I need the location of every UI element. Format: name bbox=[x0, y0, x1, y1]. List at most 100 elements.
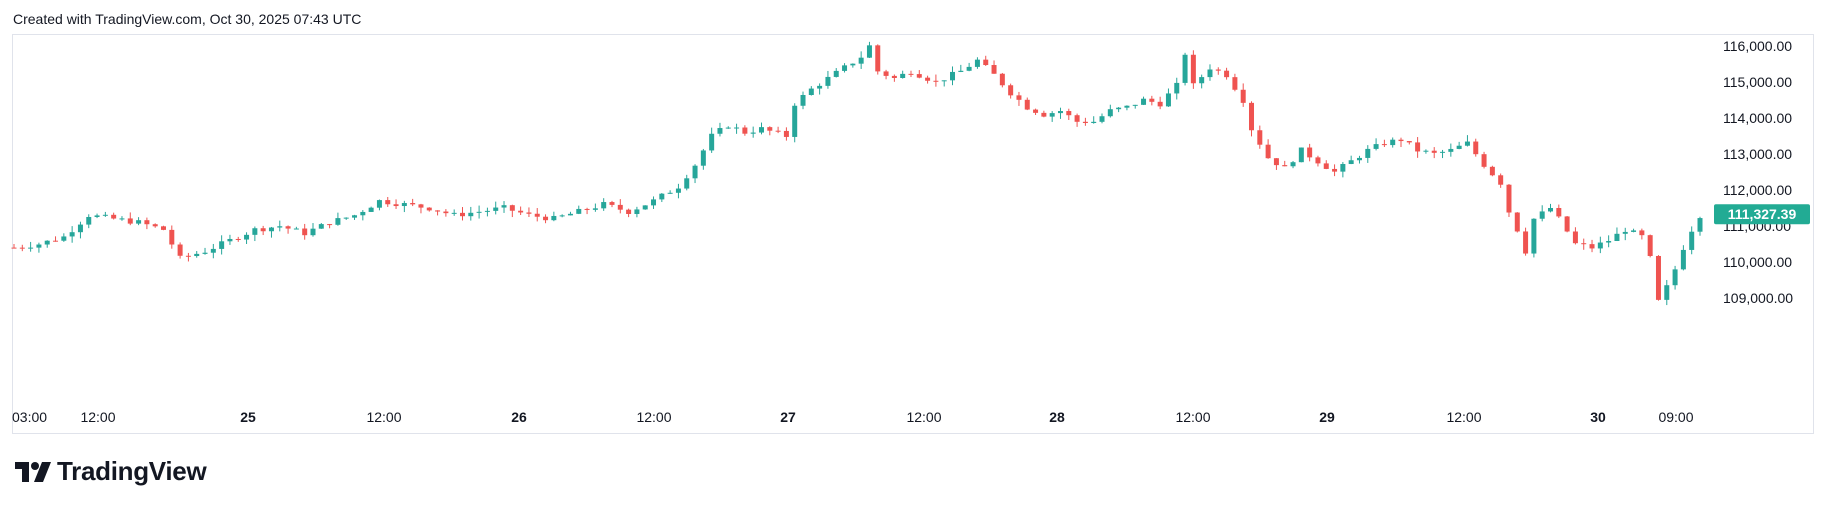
price-tick-label: 114,000.00 bbox=[1723, 110, 1792, 126]
candle bbox=[1672, 265, 1678, 290]
candle bbox=[1622, 227, 1628, 241]
candle bbox=[1290, 160, 1296, 169]
chart-credit-note: Created with TradingView.com, Oct 30, 20… bbox=[13, 11, 362, 27]
candle bbox=[227, 234, 233, 245]
last-price-label: 111,327.39 bbox=[1728, 206, 1797, 222]
candle bbox=[1215, 67, 1221, 75]
candle bbox=[1614, 227, 1620, 242]
candle bbox=[842, 63, 848, 73]
candle bbox=[1074, 113, 1080, 127]
candle bbox=[1523, 227, 1529, 256]
candle bbox=[767, 126, 773, 136]
candle bbox=[1190, 50, 1196, 89]
candle bbox=[950, 66, 956, 86]
candle bbox=[160, 225, 166, 231]
candle bbox=[800, 91, 806, 110]
candle bbox=[783, 127, 789, 141]
candle bbox=[401, 200, 407, 213]
candle bbox=[144, 217, 150, 230]
candle bbox=[1315, 155, 1321, 167]
candle bbox=[152, 223, 158, 228]
candle bbox=[1066, 108, 1072, 121]
time-tick-label: 28 bbox=[1049, 409, 1065, 425]
candle bbox=[1431, 147, 1437, 159]
candle bbox=[692, 164, 698, 184]
candle bbox=[642, 205, 648, 210]
candle bbox=[1340, 162, 1346, 178]
candle bbox=[343, 217, 349, 220]
candle bbox=[44, 240, 50, 248]
candle bbox=[509, 204, 515, 218]
candle bbox=[219, 235, 225, 255]
candle bbox=[518, 206, 524, 216]
candle bbox=[1423, 149, 1429, 154]
candles-layer bbox=[11, 41, 1703, 306]
candle bbox=[817, 83, 823, 95]
candle bbox=[559, 214, 565, 218]
price-tick-label: 113,000.00 bbox=[1723, 146, 1792, 162]
candle bbox=[966, 62, 972, 72]
candle bbox=[709, 127, 715, 153]
candle bbox=[651, 196, 657, 209]
candle bbox=[1473, 138, 1479, 157]
candle bbox=[501, 201, 507, 213]
candle bbox=[194, 251, 200, 258]
candle bbox=[875, 44, 881, 75]
candle bbox=[958, 64, 964, 73]
candle bbox=[1531, 218, 1537, 258]
candle bbox=[1049, 111, 1055, 122]
candle bbox=[202, 247, 208, 255]
candle bbox=[268, 226, 274, 238]
candle bbox=[916, 70, 922, 79]
candle bbox=[1008, 83, 1014, 99]
candle bbox=[866, 41, 872, 59]
candle bbox=[1024, 97, 1030, 111]
time-tick-label: 30 bbox=[1590, 409, 1606, 425]
candle bbox=[1165, 88, 1171, 107]
candle bbox=[1655, 255, 1661, 301]
candle bbox=[742, 125, 748, 136]
candle bbox=[69, 226, 75, 243]
candle bbox=[1041, 110, 1047, 118]
candle bbox=[758, 122, 764, 135]
candle bbox=[1182, 52, 1188, 86]
candle bbox=[1365, 145, 1371, 163]
tradingview-wordmark: TradingView bbox=[57, 456, 207, 486]
candle bbox=[459, 207, 465, 221]
time-tick-label: 12:00 bbox=[1175, 409, 1210, 425]
price-tick-label: 116,000.00 bbox=[1723, 38, 1792, 54]
candle bbox=[393, 199, 399, 209]
candle bbox=[891, 74, 897, 82]
candle bbox=[484, 207, 490, 217]
candle bbox=[94, 213, 100, 219]
candle bbox=[1149, 95, 1155, 106]
candle bbox=[1298, 147, 1304, 163]
candle bbox=[667, 190, 673, 194]
candle bbox=[1514, 212, 1520, 233]
candle bbox=[634, 206, 640, 218]
candle bbox=[1273, 158, 1279, 170]
candle bbox=[1631, 228, 1637, 233]
candle bbox=[792, 103, 798, 143]
candle bbox=[1415, 137, 1421, 158]
candle bbox=[1440, 149, 1446, 159]
candle bbox=[435, 210, 441, 216]
candle bbox=[1249, 101, 1255, 137]
candle bbox=[1265, 139, 1271, 159]
tradingview-logo[interactable]: TradingView bbox=[15, 456, 207, 487]
tradingview-logo-icon bbox=[15, 461, 51, 482]
candle bbox=[700, 148, 706, 170]
candle bbox=[1697, 216, 1703, 236]
time-tick-label: 03:00 bbox=[12, 409, 47, 425]
candle bbox=[1390, 137, 1396, 148]
candle bbox=[335, 212, 341, 226]
time-tick-label: 25 bbox=[240, 409, 256, 425]
candle bbox=[1091, 116, 1097, 124]
candle bbox=[1323, 160, 1329, 170]
candle bbox=[1548, 203, 1554, 213]
chart-frame[interactable] bbox=[12, 34, 1814, 434]
candle bbox=[1132, 104, 1138, 109]
candle bbox=[941, 80, 947, 87]
candle bbox=[576, 205, 582, 215]
